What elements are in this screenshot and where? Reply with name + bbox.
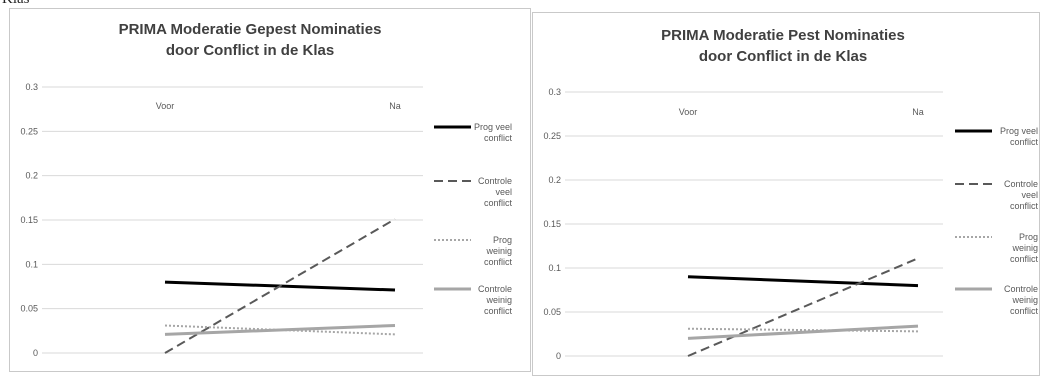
legend-label: weinig bbox=[1011, 295, 1038, 305]
y-tick-label: 0.1 bbox=[25, 259, 38, 269]
legend-label: conflict bbox=[484, 198, 513, 208]
x-category-label: Voor bbox=[679, 107, 698, 117]
series-line bbox=[164, 218, 396, 354]
x-category-label: Voor bbox=[156, 101, 175, 111]
chart-title-line-2: door Conflict in de Klas bbox=[165, 42, 335, 59]
legend-label: Controle bbox=[478, 284, 512, 294]
y-tick-label: 0 bbox=[33, 348, 38, 358]
y-tick-label: 0.05 bbox=[20, 304, 38, 314]
legend-label: Controle bbox=[478, 176, 512, 186]
series-line bbox=[687, 324, 919, 340]
chart-title: PRIMA Moderatie Pest Nominaties door Con… bbox=[533, 25, 1033, 67]
chart-panel-pest: PRIMA Moderatie Pest Nominaties door Con… bbox=[532, 12, 1040, 376]
y-tick-label: 0.25 bbox=[543, 131, 561, 141]
legend-label: Prog veel bbox=[474, 122, 512, 132]
chart-title-line-2: door Conflict in de Klas bbox=[698, 48, 868, 65]
y-tick-label: 0 bbox=[556, 351, 561, 361]
legend-label: Prog bbox=[1019, 232, 1038, 242]
legend-label: conflict bbox=[1010, 137, 1039, 147]
y-tick-label: 0.15 bbox=[20, 215, 38, 225]
x-category-label: Na bbox=[912, 107, 924, 117]
legend-label: weinig bbox=[485, 295, 512, 305]
legend-label: conflict bbox=[1010, 306, 1039, 316]
y-tick-label: 0.2 bbox=[25, 171, 38, 181]
series-line bbox=[687, 257, 919, 357]
chart-title-line-1: PRIMA Moderatie Gepest Nominaties bbox=[118, 21, 382, 38]
y-tick-label: 0.25 bbox=[20, 126, 38, 136]
legend-label: conflict bbox=[484, 306, 513, 316]
legend-label: veel bbox=[495, 187, 512, 197]
series-line bbox=[164, 324, 396, 336]
legend-label: conflict bbox=[484, 257, 513, 267]
legend-label: Controle bbox=[1004, 179, 1038, 189]
legend-label: Controle bbox=[1004, 284, 1038, 294]
y-tick-label: 0.15 bbox=[543, 219, 561, 229]
x-category-label: Na bbox=[389, 101, 401, 111]
y-tick-label: 0.3 bbox=[25, 82, 38, 92]
y-tick-label: 0.05 bbox=[543, 307, 561, 317]
legend-label: conflict bbox=[484, 133, 513, 143]
chart-title: PRIMA Moderatie Gepest Nominaties door C… bbox=[10, 19, 490, 61]
y-tick-label: 0.3 bbox=[548, 87, 561, 97]
top-caption: Klas bbox=[2, 0, 30, 8]
legend-label: weinig bbox=[485, 246, 512, 256]
chart-panel-gepest: PRIMA Moderatie Gepest Nominaties door C… bbox=[9, 8, 531, 372]
legend-label: conflict bbox=[1010, 201, 1039, 211]
legend-label: weinig bbox=[1011, 243, 1038, 253]
legend-label: conflict bbox=[1010, 254, 1039, 264]
legend-label: Prog bbox=[493, 235, 512, 245]
legend-label: Prog veel bbox=[1000, 126, 1038, 136]
chart-title-line-1: PRIMA Moderatie Pest Nominaties bbox=[661, 27, 905, 44]
y-tick-label: 0.1 bbox=[548, 263, 561, 273]
series-line bbox=[687, 275, 919, 288]
legend-label: veel bbox=[1021, 190, 1038, 200]
y-tick-label: 0.2 bbox=[548, 175, 561, 185]
